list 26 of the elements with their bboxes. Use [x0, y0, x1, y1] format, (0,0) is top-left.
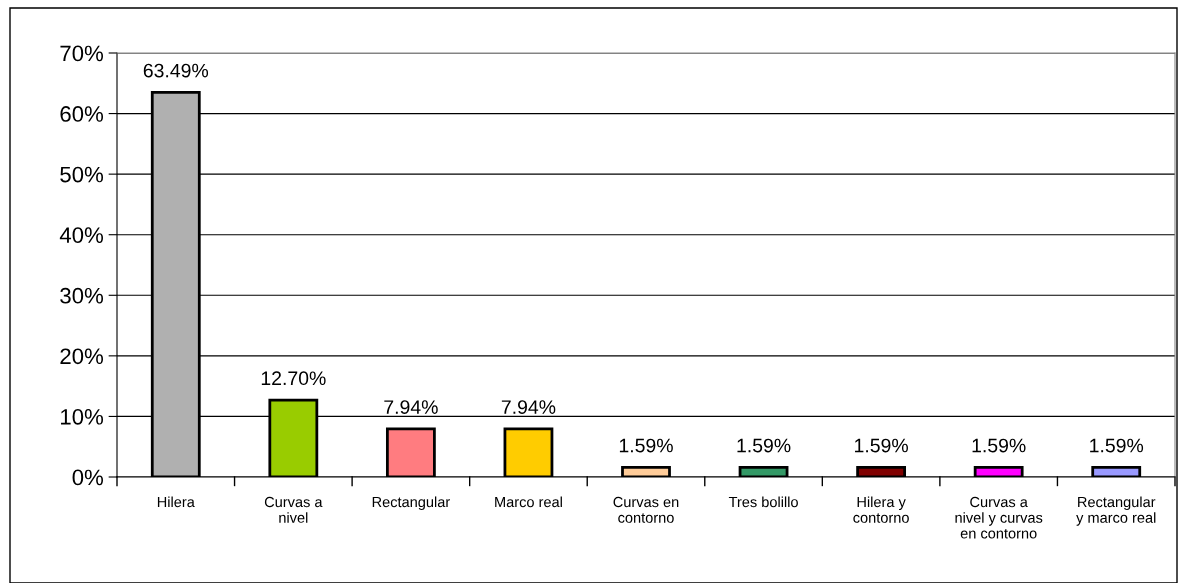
- x-tick-label: Curvas a nivel y curvas en contorno: [955, 496, 1043, 539]
- y-tick-label: 0%: [72, 469, 104, 486]
- data-label: 7.94%: [501, 400, 556, 414]
- x-tick-label: Hilera: [157, 496, 195, 508]
- data-label: 1.59%: [737, 438, 791, 453]
- y-tick-label: 10%: [61, 408, 104, 425]
- y-tick-label: 20%: [60, 348, 104, 365]
- y-tick-label: 40%: [59, 227, 104, 243]
- data-label: 1.59%: [972, 438, 1026, 453]
- x-tick-label: Curvas en contorno: [613, 496, 679, 523]
- data-label: 7.94%: [384, 400, 438, 414]
- y-tick-label: 60%: [60, 106, 104, 122]
- data-label: 1.59%: [855, 438, 908, 453]
- x-tick-label: Tres bolillo: [728, 496, 798, 508]
- x-tick-label: Rectangular y marco real: [1076, 496, 1156, 526]
- y-tick-label: 70%: [60, 45, 104, 62]
- x-tick-label: Hilera y contorno: [853, 496, 909, 523]
- x-tick-label: Rectangular: [372, 496, 450, 511]
- y-tick-label: 50%: [60, 166, 104, 183]
- data-label: 1.59%: [619, 438, 673, 453]
- x-tick-label: Curvas a nivel: [264, 496, 323, 523]
- x-tick-label: Marco real: [495, 496, 562, 508]
- data-label: 1.59%: [1090, 438, 1144, 453]
- data-label: 63.49%: [143, 63, 209, 78]
- data-label: 12.70%: [261, 371, 326, 386]
- y-tick-label: 30%: [60, 287, 104, 304]
